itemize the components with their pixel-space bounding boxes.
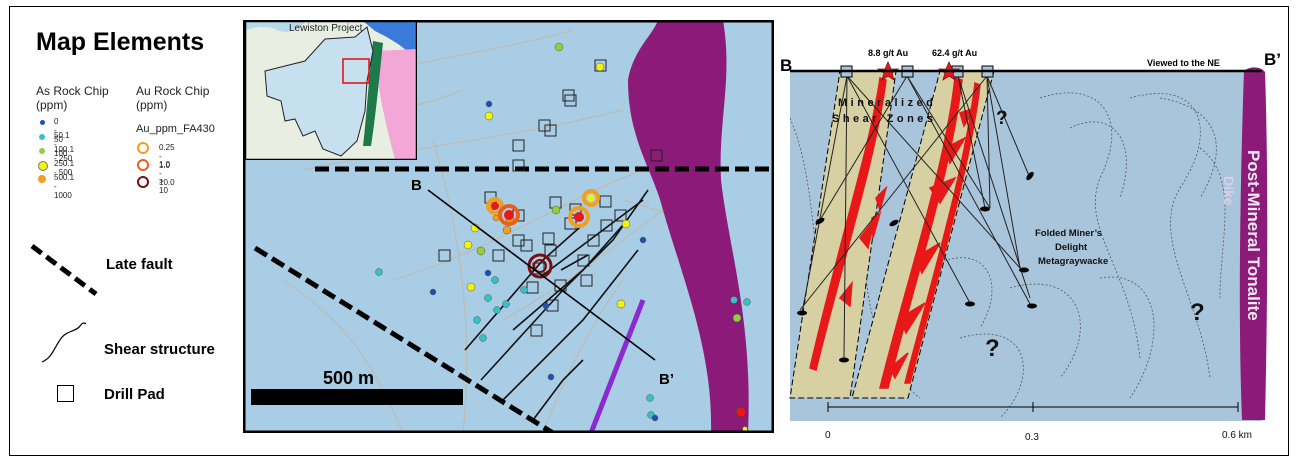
shear-zone-label-2: Shear Zones <box>832 113 937 125</box>
as-class-label: 50.1 - 100 <box>54 131 70 158</box>
drill-pad-symbol <box>57 385 74 402</box>
inset-map: Lewiston Project <box>245 21 417 160</box>
scale-bar <box>251 389 463 405</box>
as-class-symbol <box>38 161 48 171</box>
inset-water <box>245 21 305 32</box>
legend-title: Map Elements <box>36 28 205 56</box>
intrusion-polygon <box>628 20 749 433</box>
inset-border <box>245 21 417 160</box>
au-class-label: 0.25 - 1.0 <box>159 143 175 170</box>
section-right-label: B’ <box>1264 50 1281 69</box>
au-class-label: 1.0 - 10.0 <box>159 160 175 187</box>
as-class-label: 500.1 - 1000 <box>54 173 75 200</box>
map-border <box>243 20 774 433</box>
question-mark: ? <box>1190 299 1205 326</box>
metagraywacke-label-2: Delight <box>1055 242 1088 253</box>
drill-pad-label: Drill Pad <box>104 386 165 403</box>
section-line <box>427 189 656 361</box>
veins <box>809 77 981 389</box>
view-direction-label: Viewed to the NE <box>1147 58 1220 68</box>
dike-label: Dike <box>1221 176 1237 206</box>
inset-label: Lewiston Project <box>289 23 363 34</box>
au-class-symbol <box>137 159 149 171</box>
scale-bar-label: 500 m <box>323 368 374 388</box>
question-mark: ? <box>996 108 1008 129</box>
tonalite-body <box>1239 67 1268 421</box>
au-class-label: > 10 <box>159 177 168 195</box>
as-class-label: 100.1 - 250 <box>54 145 75 163</box>
section-scale-label: 0.3 <box>1025 432 1039 443</box>
au-legend-header: Au Rock Chip (ppm) <box>136 84 210 112</box>
question-mark: ? <box>985 335 1000 362</box>
assay-label-1: 8.8 g/t Au <box>868 48 908 58</box>
as-class-label: 0 - 50 <box>54 117 63 144</box>
inset-green-unit <box>363 41 383 146</box>
metagraywacke-label-1: Folded Miner’s <box>1035 228 1102 239</box>
dike-line <box>588 299 646 433</box>
section-left-label: B <box>780 56 792 75</box>
shear-structure-label: Shear structure <box>104 341 215 358</box>
section-scale-label: 0 <box>825 430 831 441</box>
section-start-label: B <box>411 177 422 194</box>
au-class-symbol <box>137 142 149 154</box>
as-rock-chips <box>375 42 751 432</box>
tonalite-label: Post-Mineral Tonalite <box>1244 150 1263 321</box>
au-field-name: Au_ppm_FA430 <box>136 123 215 135</box>
drill-traces <box>799 75 1031 359</box>
as-legend-header: As Rock Chip (ppm) <box>36 84 109 112</box>
late-fault-symbol <box>30 244 98 296</box>
late-fault-label: Late fault <box>106 256 173 273</box>
assay-label-2: 62.4 g/t Au <box>932 48 977 58</box>
inset-locator-box <box>342 58 370 84</box>
inset-pink-unit <box>376 49 417 160</box>
shear-zone-label-1: Mineralized <box>838 97 936 109</box>
shear-structure-symbol <box>41 322 87 363</box>
section-scale-label: 0.6 km <box>1222 430 1252 441</box>
as-class-symbol <box>39 134 45 140</box>
au-class-symbol <box>137 176 149 188</box>
as-class-symbol <box>39 148 45 154</box>
late-fault-line <box>253 245 555 433</box>
as-class-symbol <box>40 120 45 125</box>
metagraywacke-label-3: Metagraywacke <box>1038 256 1108 267</box>
as-class-symbol <box>38 175 46 183</box>
terrain-lines <box>243 29 719 433</box>
cross-section: B B’ Viewed to the NE 8.8 g/t Au 62.4 g/… <box>780 48 1281 443</box>
figure-frame <box>9 6 1289 456</box>
as-class-label: 250.1 - 500 <box>54 159 75 177</box>
au-rock-chips <box>486 189 600 279</box>
inset-water <box>363 21 417 61</box>
section-end-label: B’ <box>659 371 674 388</box>
drill-hole-ends <box>797 171 1037 363</box>
au-rock-chip-fills <box>491 194 747 418</box>
